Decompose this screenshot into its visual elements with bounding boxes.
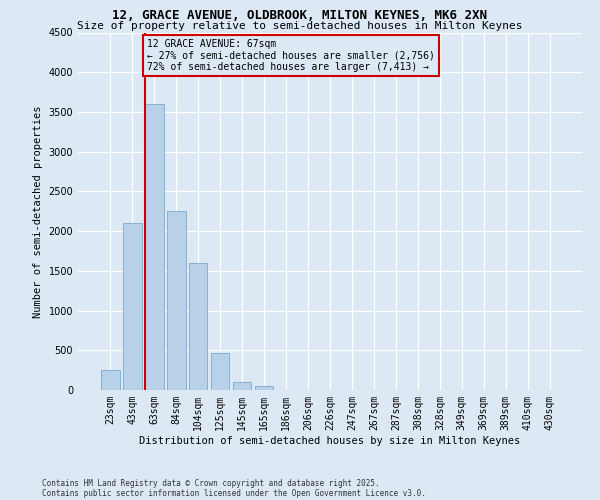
Bar	[189, 263, 208, 390]
Bar	[211, 354, 229, 390]
X-axis label: Distribution of semi-detached houses by size in Milton Keynes: Distribution of semi-detached houses by …	[139, 436, 521, 446]
Bar	[123, 223, 142, 390]
Text: Size of property relative to semi-detached houses in Milton Keynes: Size of property relative to semi-detach…	[77, 21, 523, 31]
Bar	[255, 386, 274, 390]
Text: Contains HM Land Registry data © Crown copyright and database right 2025.
Contai: Contains HM Land Registry data © Crown c…	[42, 478, 426, 498]
Bar	[145, 104, 164, 390]
Bar	[167, 211, 185, 390]
Bar	[233, 382, 251, 390]
Text: 12 GRACE AVENUE: 67sqm
← 27% of semi-detached houses are smaller (2,756)
72% of : 12 GRACE AVENUE: 67sqm ← 27% of semi-det…	[147, 39, 435, 72]
Y-axis label: Number of semi-detached properties: Number of semi-detached properties	[33, 105, 43, 318]
Bar	[101, 370, 119, 390]
Text: 12, GRACE AVENUE, OLDBROOK, MILTON KEYNES, MK6 2XN: 12, GRACE AVENUE, OLDBROOK, MILTON KEYNE…	[113, 9, 487, 22]
